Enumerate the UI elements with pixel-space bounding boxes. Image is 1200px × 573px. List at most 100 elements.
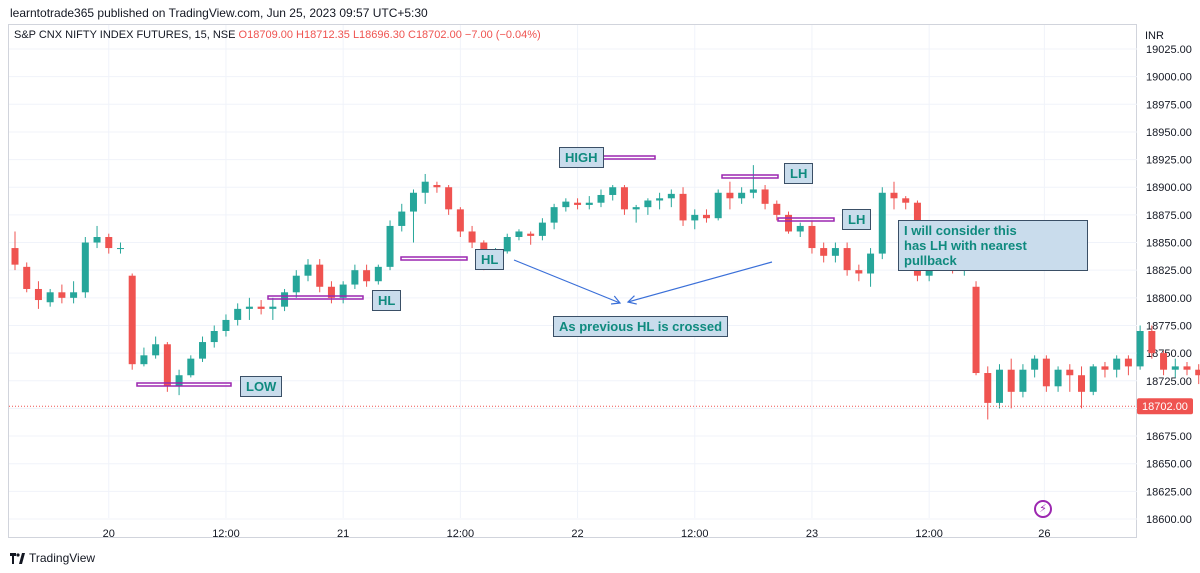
arrow-from-lh-head	[626, 295, 637, 305]
candle-body	[878, 192, 886, 254]
candle-body	[70, 292, 78, 298]
publisher-bar: learntotrade365 published on TradingView…	[0, 0, 1200, 24]
marker-high	[598, 155, 656, 160]
candle-body	[1066, 369, 1074, 376]
candle-body	[1183, 366, 1191, 370]
time-tick-label: 12:00	[915, 528, 943, 540]
candle-body	[187, 358, 195, 376]
candle-body	[761, 189, 769, 204]
candle-body	[1113, 358, 1121, 370]
candle-body	[1160, 353, 1168, 370]
candle-body	[702, 214, 710, 219]
candle-body	[972, 286, 980, 374]
candle-body	[445, 187, 453, 210]
candle-body	[128, 275, 136, 365]
candle-body	[1171, 366, 1179, 370]
candle-body	[1136, 331, 1144, 367]
candle-body	[995, 369, 1003, 403]
time-tick-label: 12:00	[212, 528, 240, 540]
candle-body	[1195, 369, 1200, 376]
candle-body	[1031, 358, 1039, 370]
last-price-label: 18702.00	[1142, 401, 1188, 413]
candle-body	[140, 355, 148, 365]
candle-body	[527, 233, 535, 236]
candle-body	[714, 192, 722, 219]
legend-open: O18709.00	[238, 29, 293, 41]
candle-body	[93, 237, 101, 243]
candle-body	[292, 275, 300, 293]
candle-body	[620, 187, 628, 210]
marker-low	[136, 382, 232, 387]
candle-body	[1042, 358, 1050, 387]
candle-body	[269, 306, 277, 309]
candle-body	[163, 344, 171, 387]
price-tick-label: 19025.00	[1146, 44, 1192, 56]
candle-body	[867, 253, 875, 274]
annotation-hl-1[interactable]: HL	[372, 290, 402, 311]
candle-body	[433, 185, 441, 188]
candle-body	[316, 264, 324, 287]
footer-brand[interactable]: TradingView	[10, 551, 95, 565]
candle-body	[855, 270, 863, 274]
candle-body	[222, 319, 230, 331]
annotation-lh-note[interactable]: I will consider this has LH with nearest…	[898, 220, 1088, 271]
arrow-from-hl	[513, 259, 621, 304]
candle-body	[902, 198, 910, 203]
flash-icon[interactable]: ⚡	[1034, 500, 1052, 518]
price-tick-label: 18975.00	[1146, 99, 1192, 111]
annotation-high[interactable]: HIGH	[559, 147, 604, 168]
annotation-hl-crossed[interactable]: As previous HL is crossed	[553, 316, 729, 337]
candle-body	[890, 192, 898, 199]
candle-body	[691, 214, 699, 221]
candle-body	[386, 225, 394, 267]
candle-body	[562, 201, 570, 208]
candle-body	[11, 248, 19, 265]
candle-body	[796, 225, 804, 232]
candle-body	[199, 342, 207, 359]
price-tick-label: 18800.00	[1146, 293, 1192, 305]
candle-body	[421, 181, 429, 193]
candle-body	[1089, 366, 1097, 392]
legend-low: L18696.30	[352, 29, 405, 41]
candle-body	[105, 237, 113, 249]
marker-lh-1	[721, 174, 779, 179]
time-tick-label: 20	[103, 528, 115, 540]
time-tick-label: 12:00	[681, 528, 709, 540]
arrow-from-lh	[627, 261, 773, 303]
candle-body	[831, 248, 839, 256]
candle-body	[327, 286, 335, 298]
candle-body	[679, 193, 687, 221]
annotation-low[interactable]: LOW	[240, 376, 283, 397]
plot-area[interactable]	[8, 24, 1137, 538]
price-tick-label: 18950.00	[1146, 127, 1192, 139]
price-tick-label: 18775.00	[1146, 320, 1192, 332]
candle-body	[245, 306, 253, 309]
annotation-lh-2[interactable]: LH	[842, 209, 872, 230]
candle-body	[644, 200, 652, 208]
annotation-hl-2[interactable]: HL	[475, 249, 505, 270]
candle-body	[304, 264, 312, 276]
candle-body	[550, 207, 558, 223]
time-tick-label: 12:00	[447, 528, 475, 540]
candle-body	[984, 373, 992, 403]
legend-high: H18712.35	[296, 29, 350, 41]
price-tick-label: 18625.00	[1146, 486, 1192, 498]
price-tick-label: 18850.00	[1146, 238, 1192, 250]
candle-body	[81, 242, 89, 293]
price-tick-label: 19000.00	[1146, 72, 1192, 84]
candle-body	[749, 189, 757, 193]
last-price-badge	[1137, 398, 1193, 415]
candle-body	[597, 194, 605, 203]
price-tick-label: 18750.00	[1146, 348, 1192, 360]
candle-body	[34, 288, 42, 301]
price-tick-label: 18650.00	[1146, 459, 1192, 471]
candle-body	[1078, 375, 1086, 392]
price-tick-label: 18600.00	[1146, 514, 1192, 526]
footer-brand-label: TradingView	[29, 551, 96, 565]
annotation-lh-1[interactable]: LH	[784, 163, 814, 184]
price-tick-label: 18825.00	[1146, 265, 1192, 277]
candle-body	[468, 231, 476, 243]
candle-body	[515, 231, 523, 237]
candle-body	[23, 266, 31, 289]
candle-body	[609, 187, 617, 195]
